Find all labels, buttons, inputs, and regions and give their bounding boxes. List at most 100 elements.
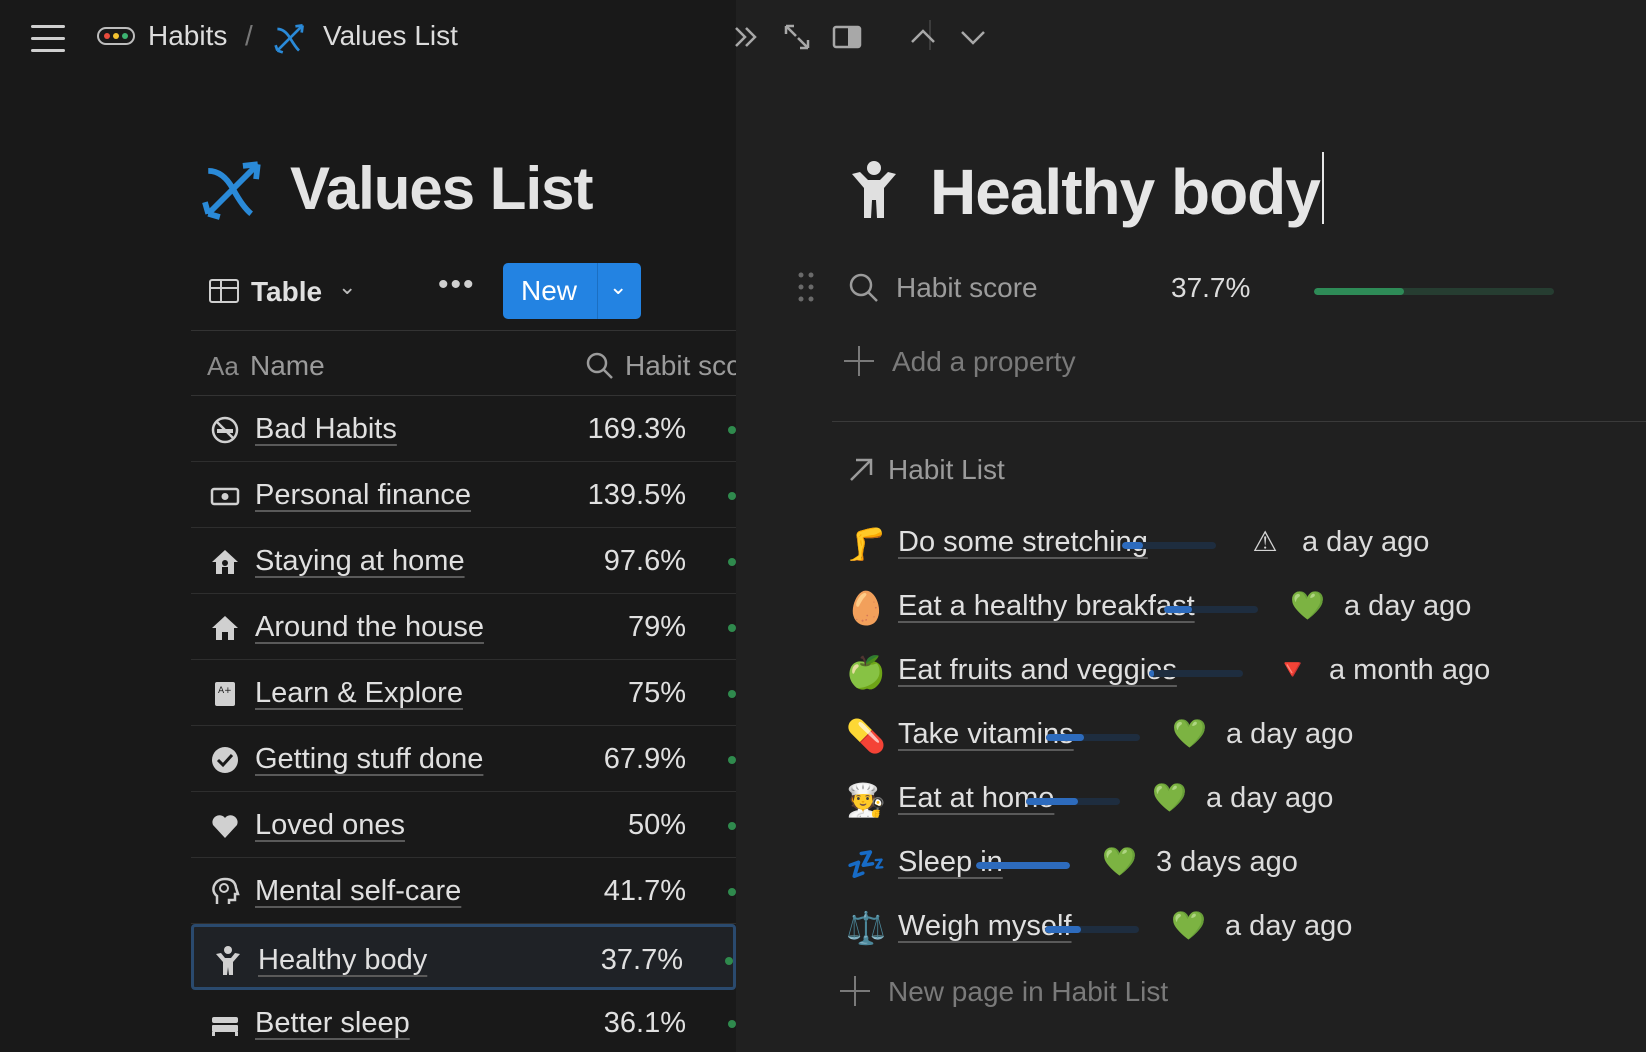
page-title[interactable]: Values List <box>290 155 593 222</box>
habit-emoji-icon: 💊 <box>846 717 886 755</box>
table-row[interactable]: A+ Learn & Explore 75% <box>191 660 736 726</box>
table-row[interactable]: Personal finance 139.5% <box>191 462 736 528</box>
habits-page-icon[interactable] <box>97 27 135 45</box>
column-header-name[interactable]: Name <box>250 350 325 381</box>
habit-progress-fill <box>1046 734 1084 741</box>
property-habit-score[interactable]: Habit score 37.7% <box>796 262 1616 312</box>
values-table: Aa Name Habit score Bad Habits 169.3% Pers… <box>191 330 736 1052</box>
side-peek-icon[interactable] <box>830 20 864 54</box>
habit-score-progress-bar <box>1314 288 1554 295</box>
row-name[interactable]: Around the house <box>255 611 484 643</box>
list-item[interactable]: 🍏 Eat fruits and veggies 🔻 a month ago <box>846 640 1646 704</box>
table-view-icon[interactable] <box>209 279 239 303</box>
habit-emoji-icon: 🦵 <box>846 525 886 563</box>
peek-page-title-text[interactable]: Healthy body <box>930 156 1321 228</box>
habit-name[interactable]: Eat a healthy breakfast <box>898 590 1195 622</box>
expand-icon[interactable] <box>780 20 814 54</box>
table-row[interactable]: Mental self-care 41.7% <box>191 858 736 924</box>
warning-icon: ⚠ <box>1252 526 1278 557</box>
table-row[interactable]: Loved ones 50% <box>191 792 736 858</box>
study-book-icon: A+ <box>215 682 235 706</box>
row-habit-score: 41.7% <box>603 875 686 907</box>
row-name[interactable]: Bad Habits <box>255 413 397 445</box>
row-name[interactable]: Personal finance <box>255 479 472 511</box>
house-person-icon <box>212 550 238 574</box>
habit-progress-fill <box>1026 798 1078 805</box>
row-habit-score: 50% <box>627 809 686 841</box>
list-item[interactable]: 💊 Take vitamins 💚 a day ago <box>846 704 1646 768</box>
green-heart-icon: 💚 <box>1290 590 1325 621</box>
values-list-pane: Habits / Values List Values List Table ⌄… <box>0 0 736 1052</box>
drag-handle-icon[interactable] <box>796 270 816 304</box>
table-row[interactable]: Around the house 79% <box>191 594 736 660</box>
row-name[interactable]: Healthy body <box>258 944 428 976</box>
close-peek-icon[interactable] <box>730 20 764 54</box>
property-value[interactable]: 37.7% <box>1171 272 1251 303</box>
habit-name[interactable]: Do some stretching <box>898 526 1148 558</box>
peek-pane: Healthy body Habit score 37.7% Add a pro… <box>735 0 1646 1052</box>
score-bar-indicator <box>725 957 733 965</box>
view-selector-label[interactable]: Table <box>251 276 323 307</box>
list-item[interactable]: 🦵 Do some stretching ⚠ a day ago <box>846 512 1646 576</box>
habit-emoji-icon: 🥚 <box>846 589 886 627</box>
list-item[interactable]: 🧑‍🍳 Eat at home 💚 a day ago <box>846 768 1646 832</box>
chevron-down-icon[interactable] <box>956 20 990 54</box>
relation-label: Habit List <box>888 454 1005 485</box>
habit-last-done: a day ago <box>1206 782 1334 814</box>
sidebar-menu-icon[interactable] <box>31 25 65 52</box>
table-row[interactable]: Bad Habits 169.3% <box>191 396 736 462</box>
score-bar-indicator <box>728 822 736 830</box>
chevron-up-icon[interactable] <box>906 20 940 54</box>
chevron-down-icon[interactable]: ⌄ <box>609 274 628 299</box>
breadcrumb-values-list[interactable]: Values List <box>323 20 458 51</box>
table-row[interactable]: Better sleep 36.1% <box>191 990 736 1052</box>
plus-icon <box>844 346 874 376</box>
button-divider <box>597 263 598 319</box>
new-page-label: New page in Habit List <box>888 976 1169 1007</box>
habit-name[interactable]: Take vitamins <box>898 718 1074 750</box>
new-button[interactable]: New ⌄ <box>503 263 641 319</box>
table-row[interactable]: Getting stuff done 67.9% <box>191 726 736 792</box>
table-row[interactable]: Healthy body 37.7% <box>191 924 736 990</box>
list-item[interactable]: 🥚 Eat a healthy breakfast 💚 a day ago <box>846 576 1646 640</box>
list-item[interactable]: ⚖️ Weigh myself 💚 a day ago <box>846 896 1646 960</box>
score-bar-indicator <box>728 426 736 434</box>
habit-progress-bar <box>1164 606 1258 613</box>
peek-page-title[interactable]: Healthy body <box>930 152 1324 229</box>
row-habit-score: 79% <box>627 611 686 643</box>
chevron-down-icon[interactable]: ⌄ <box>338 274 357 299</box>
svg-text:A+: A+ <box>218 686 232 696</box>
row-name[interactable]: Mental self-care <box>255 875 462 907</box>
habit-list: 🦵 Do some stretching ⚠ a day ago 🥚 Eat a heal… <box>846 512 1646 960</box>
row-name[interactable]: Staying at home <box>255 545 465 577</box>
new-button-label[interactable]: New <box>521 275 578 306</box>
property-label[interactable]: Habit score <box>896 272 1038 303</box>
row-name[interactable]: Better sleep <box>255 1007 410 1039</box>
row-name[interactable]: Learn & Explore <box>255 677 463 709</box>
habit-progress-fill <box>1122 542 1143 549</box>
search-icon <box>586 352 613 379</box>
more-options-icon[interactable]: ••• <box>438 268 476 301</box>
list-item[interactable]: 💤 Sleep in 💚 3 days ago <box>846 832 1646 896</box>
red-triangle-down-icon: 🔻 <box>1275 654 1310 685</box>
habit-name[interactable]: Eat fruits and veggies <box>898 654 1177 686</box>
row-name[interactable]: Loved ones <box>255 809 405 841</box>
column-header-habit-score[interactable]: Habit score <box>625 350 736 381</box>
row-habit-score: 139.5% <box>587 479 686 511</box>
person-body-icon <box>216 946 240 975</box>
relation-header[interactable]: Habit List <box>846 452 1246 492</box>
checkmark-circle-icon <box>212 747 238 773</box>
table-row[interactable]: Staying at home 97.6% <box>191 528 736 594</box>
new-page-in-habit-list-button[interactable]: New page in Habit List <box>840 968 1340 1018</box>
row-name[interactable]: Getting stuff done <box>255 743 484 775</box>
habit-progress-bar <box>976 862 1070 869</box>
score-bar-indicator <box>728 690 736 698</box>
person-body-icon[interactable] <box>848 160 900 220</box>
bow-arrow-icon[interactable] <box>272 20 308 56</box>
habit-last-done: 3 days ago <box>1156 846 1298 878</box>
row-habit-score: 36.1% <box>603 1007 686 1039</box>
add-property-button[interactable]: Add a property <box>844 338 1244 388</box>
breadcrumb-habits[interactable]: Habits <box>148 20 228 51</box>
bow-arrow-icon[interactable] <box>200 156 266 222</box>
habit-name[interactable]: Weigh myself <box>898 910 1072 942</box>
